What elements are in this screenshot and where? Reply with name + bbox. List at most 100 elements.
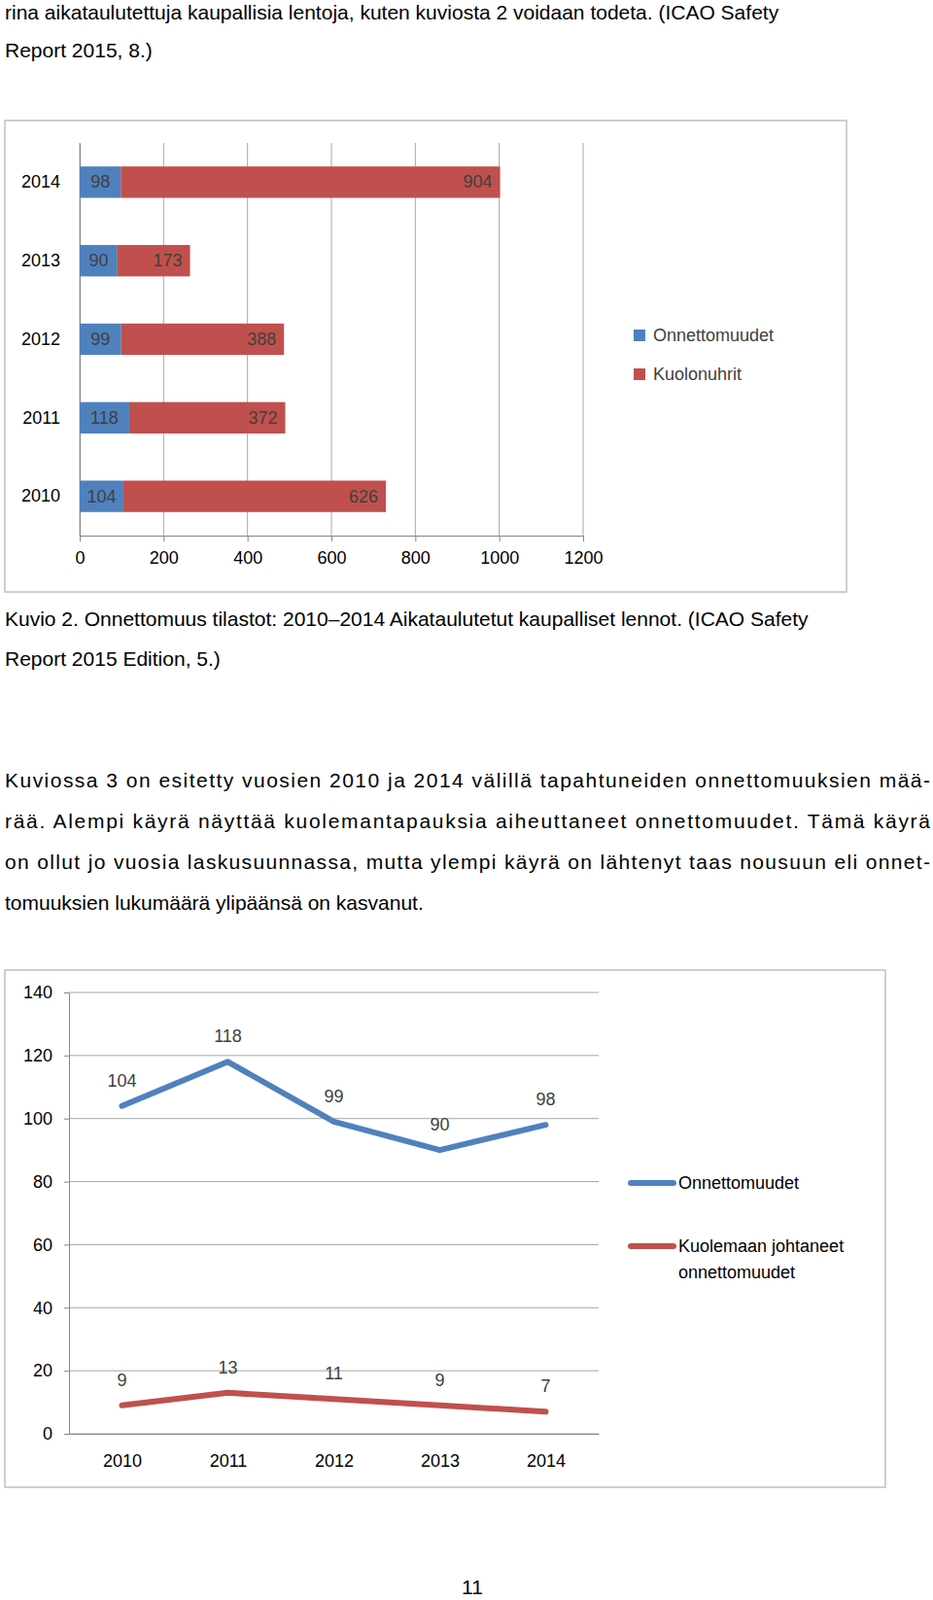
tick-mark	[64, 1118, 70, 1120]
legend-swatch	[633, 329, 646, 342]
legend-label: Onnettomuudet	[653, 325, 774, 346]
legend-label-line: Kuolemaan johtaneet	[678, 1236, 844, 1256]
tick-mark	[583, 535, 585, 542]
data-label: 904	[462, 172, 492, 192]
paragraph-line: tomuuksien lukumäärä ylipäänsä on kasvan…	[4, 891, 424, 914]
tick-label: 1000	[480, 548, 519, 568]
grid-line	[69, 1054, 599, 1056]
data-label: 118	[213, 1026, 242, 1046]
tick-label: 2011	[209, 1451, 248, 1471]
tick: 2013	[420, 1451, 460, 1471]
caption-line: Report 2015 Edition, 5.)	[4, 647, 221, 670]
bars	[79, 166, 501, 513]
paragraph-line: rää. Alempi käyrä näyttää kuolemantapauk…	[4, 809, 931, 832]
data-label: 9	[434, 1370, 445, 1390]
bar	[79, 166, 121, 198]
tick: 1000	[480, 535, 519, 568]
tick-label: 0	[42, 1423, 53, 1444]
tick: 2010	[21, 485, 61, 506]
legend-label-line: onnettomuudet	[678, 1262, 795, 1282]
legend: OnnettomuudetKuolonuhrit	[633, 325, 774, 384]
tick: 0	[42, 1423, 70, 1444]
tick: 140	[23, 982, 70, 1003]
tick: 2012	[314, 1451, 354, 1471]
intro-line: Report 2015, 8.)	[4, 38, 153, 62]
grid-line	[69, 1433, 599, 1435]
data-label: 11	[324, 1363, 344, 1383]
bar	[79, 244, 118, 277]
grid	[79, 142, 584, 536]
legend-label: Kuolemaan johtaneet onnettomuudet	[678, 1236, 844, 1282]
tick-mark	[64, 1055, 70, 1057]
caption-line: Kuvio 2. Onnettomuus tilastot: 2010–2014…	[4, 607, 809, 630]
paragraph-line: on ollut jo vuosia laskusuunnassa, mutta…	[4, 850, 931, 873]
tick-label: 60	[33, 1235, 53, 1255]
tick: 100	[23, 1108, 70, 1129]
tick-label: 2014	[21, 172, 61, 192]
tick-label: 40	[33, 1298, 53, 1318]
bar	[117, 244, 191, 277]
tick: 2014	[526, 1451, 566, 1471]
tick-label: 2012	[314, 1451, 354, 1471]
paragraph-line: Kuviossa 3 on esitetty vuosien 2010 ja 2…	[4, 768, 931, 792]
tick: 800	[401, 535, 431, 568]
grid-line	[69, 1180, 599, 1182]
data-label: 99	[323, 1086, 344, 1106]
tick-mark	[79, 535, 81, 542]
tick: 20	[33, 1360, 70, 1381]
page: rina aikataulutettuja kaupallisia lentoj…	[0, 0, 933, 1600]
y-axis: 0 20 40 60 80 100 120 140	[23, 982, 70, 1444]
data-label: 104	[86, 486, 116, 507]
legend-swatch	[633, 368, 646, 381]
tick: 2011	[209, 1451, 248, 1471]
axis-line	[69, 1433, 600, 1435]
data-label: 98	[90, 172, 110, 192]
bar	[79, 480, 124, 512]
tick: 0	[74, 535, 85, 568]
tick-label: 2011	[22, 408, 61, 428]
data-label: 388	[246, 329, 277, 349]
tick-label: 2010	[103, 1451, 142, 1471]
tick-label: 2014	[526, 1451, 566, 1471]
tick-label: 0	[74, 548, 85, 568]
tick-mark	[64, 1181, 70, 1183]
tick-mark	[64, 1244, 70, 1245]
data-label: 13	[217, 1357, 238, 1378]
tick-label: 200	[149, 548, 179, 568]
tick: 40	[33, 1298, 70, 1318]
grid-line	[69, 1244, 599, 1245]
tick-label: 800	[401, 548, 431, 568]
intro-line: rina aikataulutettuja kaupallisia lentoj…	[4, 0, 780, 24]
tick: 600	[316, 535, 346, 568]
data-label: 104	[106, 1071, 137, 1091]
tick: 120	[23, 1045, 70, 1066]
tick: 2013	[21, 250, 61, 271]
data-label: 7	[540, 1376, 551, 1396]
tick: 2014	[21, 172, 61, 192]
tick-mark	[64, 1370, 70, 1372]
tick-label: 140	[23, 982, 53, 1003]
bar	[120, 166, 500, 198]
tick-mark	[64, 992, 70, 994]
grid-line	[331, 142, 333, 536]
grid-line	[69, 992, 599, 994]
data-label: 90	[88, 250, 108, 271]
grid-line	[414, 142, 416, 536]
tick: 60	[33, 1235, 70, 1255]
line	[122, 1061, 547, 1150]
data-label: 9	[116, 1370, 127, 1390]
tick-label: 120	[23, 1045, 53, 1066]
tick-label: 2012	[21, 329, 61, 349]
tick: 2010	[103, 1451, 142, 1471]
grid-line	[583, 142, 585, 536]
legend-swatch	[630, 1243, 674, 1249]
tick-label: 20	[33, 1360, 53, 1381]
tick: 2011	[22, 408, 61, 428]
bar	[79, 402, 130, 434]
data-label: 372	[247, 408, 277, 428]
tick: 80	[33, 1172, 70, 1192]
tick-mark	[64, 1433, 70, 1435]
line	[122, 1392, 547, 1412]
tick: 200	[149, 535, 179, 568]
tick-mark	[414, 535, 416, 542]
